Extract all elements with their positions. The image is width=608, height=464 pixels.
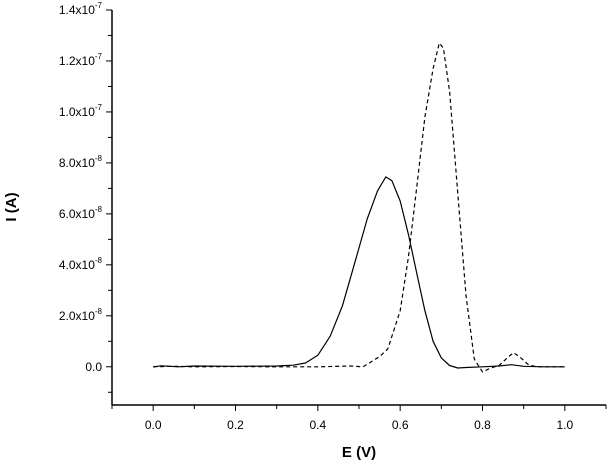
y-tick-mantissa: 1.0x10 bbox=[59, 105, 95, 119]
y-tick-label: 1.2x10-7 bbox=[59, 52, 103, 68]
x-tick-label: 1.0 bbox=[556, 418, 573, 432]
y-tick-label: 2.0x10-8 bbox=[59, 307, 103, 323]
y-tick-label: 4.0x10-8 bbox=[59, 256, 103, 272]
y-tick-mantissa: 1.4x10 bbox=[59, 3, 95, 17]
y-tick-mantissa: 0.0 bbox=[85, 360, 102, 374]
y-tick-mantissa: 1.2x10 bbox=[59, 54, 95, 68]
y-tick-mantissa: 8.0x10 bbox=[59, 156, 95, 170]
x-axis-title: E (V) bbox=[342, 444, 376, 461]
y-tick-exponent: -8 bbox=[95, 307, 103, 316]
plot-area: 0.0 0.2 0.4 0.6 0.8 1.0 0.02.0x10-84.0x10-86.… bbox=[59, 1, 607, 432]
y-tick-label: 0.0 bbox=[85, 360, 102, 374]
y-tick-label: 1.0x10-7 bbox=[59, 103, 103, 119]
y-tick-exponent: -8 bbox=[95, 256, 103, 265]
y-tick-label: 6.0x10-8 bbox=[59, 205, 103, 221]
y-tick-exponent: -8 bbox=[95, 205, 103, 214]
x-tick-label: 0.0 bbox=[145, 418, 162, 432]
y-tick-mantissa: 2.0x10 bbox=[59, 309, 95, 323]
y-tick-label: 8.0x10-8 bbox=[59, 154, 103, 170]
x-tick-label: 0.4 bbox=[309, 418, 326, 432]
x-tick-label: 0.8 bbox=[474, 418, 491, 432]
y-tick-mantissa: 4.0x10 bbox=[59, 258, 95, 272]
series-line-solid bbox=[153, 176, 565, 369]
series-line-dashed bbox=[153, 42, 565, 373]
y-tick-exponent: -7 bbox=[95, 103, 103, 112]
y-ticks: 0.02.0x10-84.0x10-86.0x10-88.0x10-81.0x1… bbox=[59, 1, 112, 393]
x-ticks: 0.0 0.2 0.4 0.6 0.8 1.0 bbox=[111, 405, 607, 432]
y-axis-title: I (A) bbox=[3, 192, 20, 221]
y-tick-exponent: -7 bbox=[95, 1, 103, 10]
series-layer bbox=[153, 42, 565, 373]
y-tick-label: 1.4x10-7 bbox=[59, 1, 103, 17]
y-tick-exponent: -7 bbox=[95, 52, 103, 61]
y-tick-mantissa: 6.0x10 bbox=[59, 207, 95, 221]
x-tick-label: 0.2 bbox=[227, 418, 244, 432]
y-tick-exponent: -8 bbox=[95, 154, 103, 163]
x-tick-label: 0.6 bbox=[392, 418, 409, 432]
